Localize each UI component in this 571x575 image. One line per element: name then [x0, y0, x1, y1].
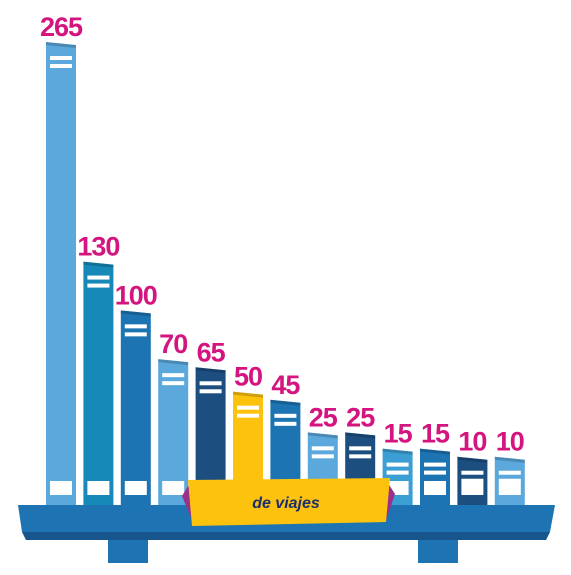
bar — [420, 448, 450, 505]
spine-tag — [461, 481, 484, 495]
value-label: 15 — [384, 419, 413, 449]
spine-stripe — [87, 283, 110, 288]
spine-stripe — [461, 478, 484, 483]
spine-tag — [50, 481, 72, 495]
spine-tag — [124, 481, 147, 495]
spine-stripe — [162, 381, 185, 386]
spine-stripe — [386, 462, 409, 467]
value-label: 25 — [309, 402, 338, 432]
spine-stripe — [311, 454, 334, 459]
spine-tag — [162, 481, 185, 495]
bar-body — [270, 399, 301, 505]
spine-stripe — [87, 275, 110, 280]
spine-stripe — [237, 405, 259, 410]
value-label: 50 — [234, 362, 262, 392]
spine-tag — [498, 481, 521, 495]
bar-body — [233, 391, 263, 505]
value-label: 70 — [159, 329, 187, 359]
bar-body — [420, 448, 450, 505]
spine-stripe — [124, 332, 147, 337]
bar — [158, 359, 189, 505]
spine-stripe — [498, 470, 521, 475]
spine-stripe — [274, 421, 297, 426]
bar-top-edge — [46, 42, 76, 48]
bar — [46, 42, 76, 505]
spine-stripe — [50, 56, 72, 60]
spine-tag — [424, 481, 446, 495]
bar-top-edge — [270, 399, 301, 406]
value-label: 10 — [458, 427, 486, 457]
bar-top-edge — [420, 448, 450, 455]
spine-stripe — [349, 454, 372, 459]
banner-body — [188, 478, 390, 526]
bars-layer — [46, 42, 525, 505]
bar — [494, 456, 525, 505]
value-label: 45 — [271, 370, 300, 400]
spine-stripe — [424, 462, 446, 467]
value-label: 130 — [77, 232, 119, 262]
banner: de viajes — [182, 478, 395, 526]
bar-top-edge — [233, 391, 263, 398]
spine-stripe — [199, 381, 222, 386]
value-label: 265 — [40, 12, 83, 42]
bar-top-edge — [83, 261, 114, 268]
bar-top-edge — [457, 456, 488, 463]
spine-stripe — [461, 470, 484, 475]
bar — [233, 391, 263, 505]
bar-top-edge — [158, 359, 189, 366]
shelf-shadow — [22, 532, 550, 540]
spine-stripe — [311, 446, 334, 451]
spine-stripe — [50, 64, 72, 68]
bar — [120, 310, 151, 505]
shelf-base — [18, 505, 555, 563]
bar-body — [46, 42, 76, 505]
bar-top-edge — [382, 448, 413, 455]
spine-stripe — [124, 324, 147, 329]
spine-stripe — [274, 413, 297, 418]
bar-body — [83, 261, 114, 505]
value-label: 10 — [496, 427, 524, 457]
bar — [83, 261, 114, 505]
spine-stripe — [386, 470, 409, 475]
spine-stripe — [162, 373, 185, 378]
bar-body — [158, 359, 189, 505]
spine-tag — [87, 481, 110, 495]
value-label: 15 — [421, 419, 450, 449]
bar-top-edge — [120, 310, 151, 317]
bar-top-edge — [307, 432, 338, 439]
spine-stripe — [199, 389, 222, 394]
value-label: 65 — [197, 337, 226, 367]
value-label: 25 — [346, 402, 375, 432]
spine-stripe — [498, 478, 521, 483]
spine-stripe — [237, 413, 259, 418]
spine-stripe — [349, 446, 372, 451]
banner-label: de viajes — [252, 495, 320, 512]
bar-top-edge — [195, 367, 226, 374]
bar-top-edge — [494, 456, 525, 463]
bar — [457, 456, 488, 505]
bar-top-edge — [345, 432, 376, 439]
bar-body — [195, 367, 226, 505]
value-label: 100 — [115, 280, 157, 310]
bar-body — [120, 310, 151, 505]
spine-stripe — [424, 470, 446, 475]
